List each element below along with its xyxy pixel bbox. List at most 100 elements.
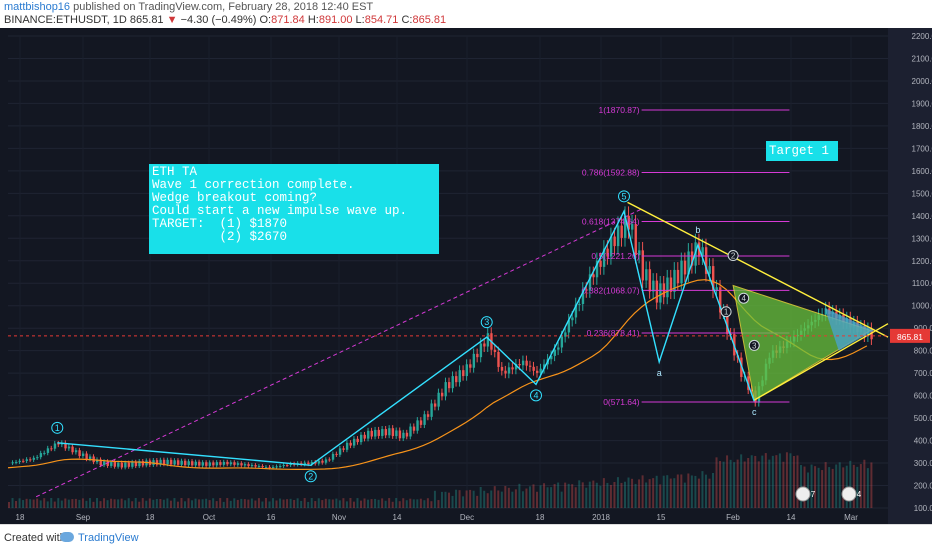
wave-label: 3 [484,317,489,327]
volume-bar [201,499,204,508]
wave-label: 2 [308,471,313,481]
volume-bar [60,500,63,508]
fib-level-label: 0.5(1221.26) [591,251,639,261]
candle-body [638,250,641,256]
candle-body [712,266,715,291]
candle-body [504,370,507,374]
candle-body [106,461,109,466]
volume-bar [440,491,443,508]
candle-body [381,429,384,436]
volume-bar [99,501,102,508]
volume-bar [138,501,141,508]
volume-bar [162,499,165,508]
high-value: 891.00 [318,14,353,26]
candle-body [303,462,307,465]
y-tick-label: 1900.00 [912,99,932,108]
volume-bar [437,500,440,508]
candle-body [127,462,131,467]
candle-body [388,428,391,436]
candle-body [205,462,208,466]
volume-bar [426,498,429,508]
volume-bar [430,501,433,508]
volume-bar [184,501,186,508]
volume-bar [29,499,32,508]
candle-body [264,466,268,468]
candle-body [704,247,708,274]
x-tick-label: 18 [146,513,155,522]
candle-body [36,457,39,459]
volume-bar [624,481,626,508]
high-label: H: [307,14,319,26]
candle-body [279,465,282,467]
volume-bar [74,498,77,508]
volume-bar [743,461,746,508]
volume-bar [254,500,257,508]
candle-body [226,461,229,465]
candle-body [676,269,680,284]
candle-body [124,462,127,468]
volume-bar [448,492,450,508]
candle-body [96,459,99,463]
volume-bar [377,499,380,508]
price-chart[interactable]: 2200.002100.002000.001900.001800.001700.… [0,28,932,524]
candle-body [370,430,373,437]
volume-bar [550,487,553,508]
chart-area[interactable]: 2200.002100.002000.001900.001800.001700.… [0,28,932,524]
candle-body [719,287,722,313]
volume-bar [360,500,362,508]
volume-bar [152,499,155,508]
volume-bar [704,474,707,508]
candle-body [687,251,690,275]
subwave-marker [720,306,732,318]
candle-body [324,459,328,463]
candle-body [458,370,461,383]
candle-body [176,460,180,465]
volume-bar [778,453,781,508]
candle-body [673,269,676,292]
volume-bar [712,472,714,508]
author-link[interactable]: mattbishop16 [4,1,71,13]
volume-bar [483,490,486,508]
candle-body [395,430,398,437]
x-tick-label: 14 [393,513,402,522]
candle-body [180,460,183,465]
candle-body [169,459,173,465]
candle-body [18,460,21,462]
volume-bar [701,471,704,508]
volume-bar [719,461,722,508]
candle-body [74,450,78,453]
volume-bar [296,498,299,508]
candle-body [641,250,644,281]
candle-body [398,430,402,439]
volume-bar [169,500,172,508]
volume-bar [676,474,679,508]
candle-body [331,453,335,460]
volume-bar [405,500,408,508]
volume-bar [740,454,743,508]
volume-bar [388,498,391,508]
candle-body [543,364,546,369]
x-tick-label: 14 [787,513,796,522]
candle-body [419,420,423,425]
volume-bar [180,498,183,508]
volume-bar [620,482,623,508]
x-tick-label: 18 [16,513,25,522]
volume-bar [859,464,862,508]
candle-body [444,382,447,397]
candle-body [560,336,564,348]
candle-body [22,460,25,462]
volume-bar [324,498,327,508]
candle-body [173,460,176,465]
volume-bar [627,477,630,508]
volume-bar [215,501,218,508]
volume-bar [581,482,584,508]
volume-bar [866,468,869,508]
volume-bar [553,484,556,508]
volume-bar [697,478,700,508]
close-label: C: [401,14,413,26]
candle-body [138,461,141,467]
y-tick-label: 1100.00 [912,279,932,288]
candle-body [57,443,60,445]
volume-bar [634,483,637,508]
tradingview-brand-link[interactable]: TradingView [78,532,139,544]
